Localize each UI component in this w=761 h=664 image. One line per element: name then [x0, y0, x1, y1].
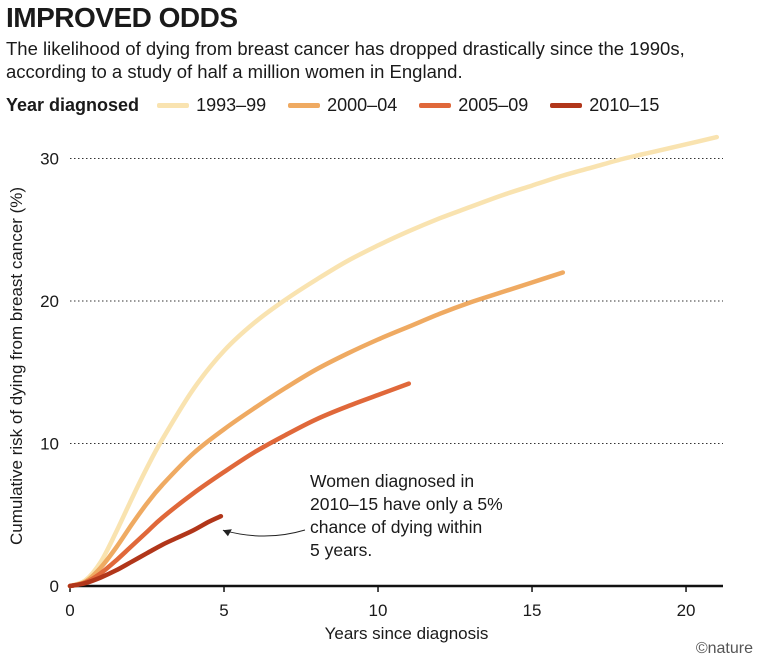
nature-credit: ©nature	[695, 640, 753, 657]
annotation-arrow	[222, 529, 306, 537]
legend-swatch	[419, 102, 452, 108]
legend-item: 1993–99	[157, 95, 266, 116]
legend-item: 2010–15	[550, 95, 659, 116]
annotation-text: 2010–15 have only a 5%	[310, 494, 503, 514]
x-tick-label: 15	[523, 601, 542, 620]
series-line	[67, 381, 412, 589]
x-axis-title: Years since diagnosis	[325, 624, 489, 643]
legend-swatch	[550, 102, 583, 108]
legend-swatch	[157, 102, 190, 108]
chart-title: IMPROVED ODDS	[6, 2, 238, 33]
legend-label: 1993–99	[196, 94, 267, 115]
annotation-arrowhead	[222, 529, 232, 537]
legend: Year diagnosed 1993–99 2000–04 2005–09 2010…	[6, 94, 681, 116]
annotation-text: 5 years.	[310, 540, 372, 560]
x-tick-label: 0	[65, 601, 74, 620]
y-tick-label: 30	[40, 150, 59, 169]
legend-label: 2000–04	[327, 94, 398, 115]
legend-item: 2005–09	[419, 95, 528, 116]
chart-subtitle: The likelihood of dying from breast canc…	[6, 38, 685, 82]
x-tick-label: 10	[369, 601, 388, 620]
legend-title: Year diagnosed	[6, 94, 140, 115]
series-line	[67, 134, 720, 589]
y-axis-title: Cumulative risk of dying from breast can…	[7, 187, 26, 545]
series-line	[67, 513, 224, 589]
y-tick-label: 10	[40, 435, 59, 454]
x-tick-label: 5	[219, 601, 228, 620]
annotation-text: chance of dying within	[310, 517, 482, 537]
annotation-text: Women diagnosed in	[310, 471, 474, 491]
legend-label: 2010–15	[589, 94, 660, 115]
x-tick-label: 20	[677, 601, 696, 620]
y-tick-label: 0	[50, 577, 59, 596]
legend-item: 2000–04	[288, 95, 397, 116]
legend-swatch	[288, 102, 321, 108]
series-line	[67, 270, 566, 589]
legend-label: 2005–09	[458, 94, 529, 115]
y-tick-label: 20	[40, 292, 59, 311]
